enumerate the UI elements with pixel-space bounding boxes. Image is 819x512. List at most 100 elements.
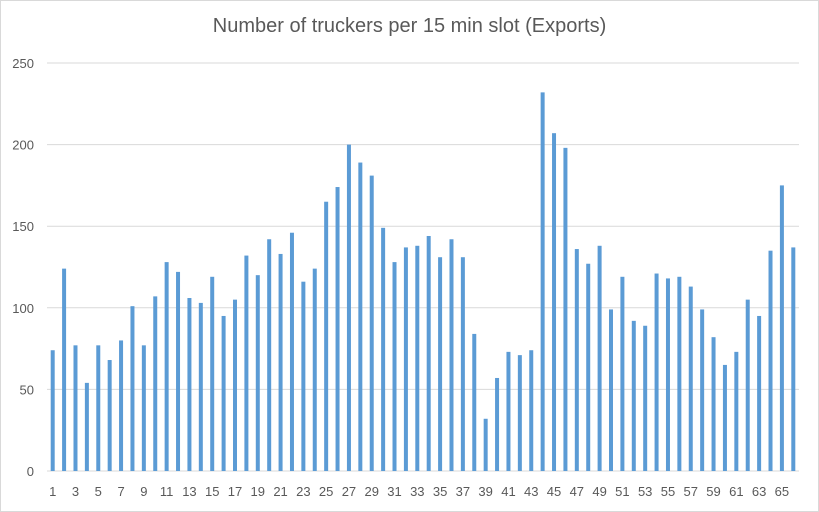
x-tick-label: 55 bbox=[661, 484, 675, 499]
x-tick-label: 41 bbox=[501, 484, 515, 499]
bar bbox=[221, 315, 226, 471]
bar bbox=[779, 185, 784, 471]
x-tick-label: 21 bbox=[273, 484, 287, 499]
x-tick-label: 63 bbox=[752, 484, 766, 499]
x-tick-label: 51 bbox=[615, 484, 629, 499]
bar bbox=[722, 364, 727, 471]
bar bbox=[369, 175, 374, 471]
x-tick-label: 39 bbox=[478, 484, 492, 499]
bar bbox=[164, 262, 169, 471]
bar bbox=[84, 382, 89, 471]
bar bbox=[574, 249, 579, 471]
bar bbox=[50, 350, 55, 471]
bar bbox=[244, 255, 249, 471]
bar bbox=[631, 320, 636, 471]
x-tick-label: 13 bbox=[182, 484, 196, 499]
x-tick-label: 49 bbox=[592, 484, 606, 499]
x-tick-label: 1 bbox=[49, 484, 56, 499]
chart-title: Number of truckers per 15 min slot (Expo… bbox=[212, 15, 607, 37]
bar bbox=[301, 281, 306, 471]
bar bbox=[176, 271, 181, 471]
bar bbox=[96, 345, 101, 471]
x-tick-label: 23 bbox=[296, 484, 310, 499]
x-tick-label: 5 bbox=[95, 484, 102, 499]
bar bbox=[734, 351, 739, 471]
bar bbox=[255, 275, 260, 471]
bar bbox=[791, 247, 796, 471]
x-tick-label: 33 bbox=[410, 484, 424, 499]
bar bbox=[757, 315, 762, 471]
bar bbox=[449, 239, 454, 471]
x-tick-label: 7 bbox=[117, 484, 124, 499]
bar bbox=[130, 306, 135, 471]
x-tick-label: 57 bbox=[684, 484, 698, 499]
x-tick-label: 3 bbox=[72, 484, 79, 499]
bar bbox=[711, 337, 716, 471]
bar bbox=[688, 286, 693, 471]
bar bbox=[529, 350, 534, 471]
bar bbox=[415, 245, 420, 471]
y-tick-label: 50 bbox=[20, 382, 34, 397]
bar bbox=[620, 276, 625, 471]
bar bbox=[472, 333, 477, 471]
bar bbox=[540, 92, 545, 471]
bar bbox=[141, 345, 146, 471]
bar bbox=[643, 325, 648, 471]
bar bbox=[267, 239, 272, 471]
x-tick-label: 29 bbox=[364, 484, 378, 499]
bar bbox=[392, 262, 397, 471]
bar bbox=[107, 360, 112, 471]
bar bbox=[506, 351, 511, 471]
bar bbox=[210, 276, 215, 471]
bar bbox=[62, 268, 67, 471]
bar bbox=[187, 298, 192, 471]
bar bbox=[495, 377, 500, 471]
bar bbox=[233, 299, 237, 471]
y-tick-label: 250 bbox=[12, 56, 34, 71]
x-tick-label: 17 bbox=[228, 484, 242, 499]
bar bbox=[609, 309, 613, 471]
bar bbox=[119, 340, 124, 471]
x-tick-label: 37 bbox=[456, 484, 470, 499]
x-tick-label: 65 bbox=[775, 484, 789, 499]
x-tick-label: 59 bbox=[706, 484, 720, 499]
y-tick-label: 0 bbox=[27, 464, 34, 479]
y-tick-label: 100 bbox=[12, 301, 34, 316]
bar bbox=[597, 245, 602, 471]
bar bbox=[335, 187, 340, 472]
bar bbox=[700, 309, 705, 471]
bar bbox=[289, 232, 294, 471]
y-tick-label: 200 bbox=[12, 138, 34, 153]
bar bbox=[563, 147, 568, 471]
x-tick-label: 11 bbox=[160, 484, 174, 499]
bar bbox=[665, 278, 670, 471]
bar bbox=[677, 276, 682, 471]
bar bbox=[552, 133, 557, 471]
y-tick-label: 150 bbox=[12, 219, 34, 234]
bar bbox=[745, 299, 750, 471]
bar bbox=[517, 355, 522, 471]
bar bbox=[426, 235, 431, 471]
bar bbox=[586, 263, 591, 471]
x-tick-label: 9 bbox=[140, 484, 147, 499]
bar bbox=[358, 162, 363, 471]
bar bbox=[198, 302, 203, 471]
x-tick-label: 31 bbox=[387, 484, 401, 499]
x-tick-label: 53 bbox=[638, 484, 652, 499]
bar bbox=[483, 418, 488, 471]
x-tick-label: 15 bbox=[205, 484, 219, 499]
x-tick-label: 19 bbox=[251, 484, 265, 499]
bar bbox=[73, 345, 78, 471]
bar bbox=[768, 250, 773, 471]
bar bbox=[654, 273, 659, 471]
x-tick-label: 45 bbox=[547, 484, 561, 499]
bar bbox=[460, 257, 465, 471]
bar bbox=[312, 268, 317, 471]
bar bbox=[324, 201, 329, 471]
bar bbox=[438, 257, 443, 471]
x-tick-label: 61 bbox=[729, 484, 743, 499]
bar bbox=[403, 247, 408, 471]
bar bbox=[278, 253, 283, 471]
